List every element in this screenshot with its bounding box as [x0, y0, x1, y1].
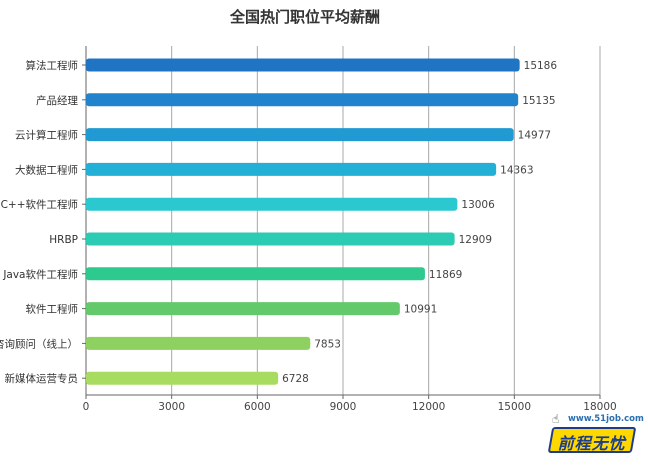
bar — [86, 232, 455, 246]
watermark-brand: 前程无忧 — [557, 434, 626, 453]
bar — [86, 336, 311, 350]
watermark-badge: 前程无忧 — [547, 427, 637, 453]
category-label: 产品经理 — [36, 94, 78, 107]
value-label: 7853 — [314, 338, 341, 350]
value-label: 10991 — [404, 304, 437, 316]
bar — [86, 162, 497, 176]
x-tick-label: 6000 — [244, 401, 271, 413]
value-label: 11869 — [429, 269, 462, 281]
axes — [82, 46, 601, 399]
category-label: 云计算工程师 — [15, 129, 78, 142]
grid-lines — [171, 46, 601, 395]
x-tick-label: 0 — [83, 401, 90, 413]
value-label: 12909 — [459, 234, 492, 246]
category-label: 新媒体运营专员 — [5, 372, 79, 385]
bar — [86, 302, 400, 316]
bar — [86, 128, 514, 142]
bar — [86, 93, 519, 107]
value-label: 6728 — [282, 373, 309, 385]
x-tick-label: 15000 — [498, 401, 531, 413]
value-label: 14363 — [500, 164, 533, 176]
category-label: 咨询顾问（线上） — [0, 337, 78, 350]
bar — [86, 58, 520, 72]
category-label: 软件工程师 — [26, 303, 79, 316]
watermark-logo: ☝ www.51job.com 前程无忧 — [547, 412, 644, 456]
bar — [86, 197, 458, 211]
x-tick-label: 9000 — [330, 401, 357, 413]
value-label: 15186 — [524, 60, 558, 72]
bars — [86, 58, 520, 385]
category-label: C++软件工程师 — [1, 198, 78, 211]
value-label: 15135 — [522, 95, 555, 107]
x-tick-label: 12000 — [412, 401, 445, 413]
value-label: 14977 — [518, 130, 551, 142]
category-label: 算法工程师 — [26, 59, 79, 72]
category-label: Java软件工程师 — [2, 268, 78, 281]
x-tick-label: 3000 — [158, 401, 185, 413]
chart-title: 全国热门职位平均薪酬 — [229, 8, 380, 26]
hand-pointer-icon: ☝ — [552, 412, 560, 426]
category-label: HRBP — [49, 234, 78, 246]
watermark-url: www.51job.com — [568, 414, 644, 424]
labels: 0 3000 6000 9000 12000 15000 18000 算法工程师 15186 产品… — [0, 59, 617, 413]
category-label: 大数据工程师 — [15, 163, 78, 176]
bar — [86, 371, 279, 385]
bar — [86, 267, 425, 281]
value-label: 13006 — [461, 199, 495, 211]
x-tick-label: 18000 — [583, 401, 616, 413]
